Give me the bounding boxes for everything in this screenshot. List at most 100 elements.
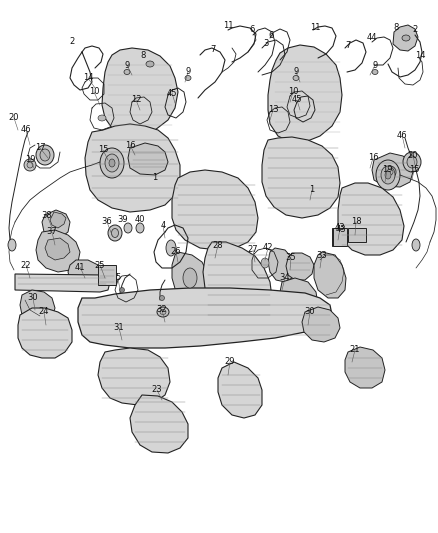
Text: 13: 13: [268, 106, 278, 115]
Text: 30: 30: [28, 294, 38, 303]
Text: 7: 7: [210, 45, 215, 54]
Ellipse shape: [109, 159, 115, 167]
Text: 30: 30: [305, 308, 315, 317]
Bar: [348, 228, 366, 242]
Polygon shape: [85, 124, 180, 212]
Text: 4: 4: [160, 221, 166, 230]
Polygon shape: [42, 210, 70, 238]
Text: 32: 32: [157, 305, 167, 314]
Ellipse shape: [159, 295, 165, 301]
Polygon shape: [393, 25, 418, 51]
Ellipse shape: [261, 258, 269, 268]
Ellipse shape: [120, 287, 124, 293]
Text: 29: 29: [225, 358, 235, 367]
Ellipse shape: [8, 239, 16, 251]
Ellipse shape: [412, 239, 420, 251]
Text: 15: 15: [409, 166, 419, 174]
Polygon shape: [372, 153, 413, 187]
Polygon shape: [172, 170, 258, 250]
Text: 25: 25: [95, 261, 105, 270]
Ellipse shape: [381, 166, 395, 184]
Text: 22: 22: [21, 261, 31, 270]
Polygon shape: [102, 48, 178, 136]
Ellipse shape: [185, 76, 191, 80]
Text: 6: 6: [268, 30, 274, 39]
Polygon shape: [262, 137, 340, 218]
Text: 10: 10: [288, 87, 298, 96]
Ellipse shape: [40, 149, 50, 161]
Text: 5: 5: [115, 273, 120, 282]
Text: 40: 40: [135, 215, 145, 224]
Ellipse shape: [376, 160, 400, 190]
Polygon shape: [18, 308, 72, 358]
Polygon shape: [280, 278, 318, 318]
Polygon shape: [302, 307, 340, 342]
Ellipse shape: [372, 69, 378, 75]
Text: 19: 19: [382, 166, 392, 174]
Text: 2: 2: [412, 26, 417, 35]
Ellipse shape: [36, 145, 54, 165]
Text: 2: 2: [69, 37, 74, 46]
Text: 37: 37: [46, 228, 57, 237]
Polygon shape: [36, 230, 80, 272]
Text: 20: 20: [408, 150, 418, 159]
Text: 26: 26: [171, 247, 181, 256]
Text: 43: 43: [336, 225, 346, 235]
Ellipse shape: [27, 162, 33, 168]
Text: 43: 43: [335, 223, 345, 232]
Ellipse shape: [385, 171, 391, 179]
Text: 46: 46: [397, 131, 407, 140]
Polygon shape: [78, 288, 332, 348]
Polygon shape: [314, 252, 346, 298]
Text: 9: 9: [185, 68, 191, 77]
Ellipse shape: [105, 154, 119, 172]
Text: 1: 1: [152, 174, 158, 182]
Ellipse shape: [166, 240, 176, 256]
Text: 34: 34: [280, 273, 290, 282]
Polygon shape: [130, 395, 188, 453]
Text: 14: 14: [83, 74, 93, 83]
Ellipse shape: [160, 310, 166, 314]
Text: 23: 23: [152, 385, 162, 394]
Polygon shape: [128, 143, 168, 175]
Polygon shape: [15, 274, 110, 292]
Text: 18: 18: [351, 217, 361, 227]
Ellipse shape: [157, 307, 169, 317]
Text: 9: 9: [372, 61, 378, 69]
Text: 8: 8: [393, 22, 399, 31]
Text: 17: 17: [35, 143, 45, 152]
Ellipse shape: [108, 225, 122, 241]
Text: 35: 35: [286, 254, 297, 262]
Text: 21: 21: [350, 345, 360, 354]
Polygon shape: [203, 242, 272, 325]
Ellipse shape: [403, 152, 421, 172]
Text: 41: 41: [75, 262, 85, 271]
Text: 24: 24: [39, 308, 49, 317]
Text: 27: 27: [247, 246, 258, 254]
Text: 10: 10: [89, 87, 99, 96]
Polygon shape: [50, 212, 66, 228]
Text: 6: 6: [249, 26, 254, 35]
Text: 15: 15: [98, 146, 108, 155]
Polygon shape: [345, 347, 385, 388]
Text: 33: 33: [317, 251, 327, 260]
Polygon shape: [172, 252, 210, 302]
Text: 7: 7: [345, 41, 351, 50]
Polygon shape: [68, 260, 100, 285]
Text: 46: 46: [21, 125, 31, 134]
Polygon shape: [218, 362, 262, 418]
Text: 28: 28: [213, 240, 223, 249]
Ellipse shape: [136, 223, 144, 233]
Text: 1: 1: [309, 185, 314, 195]
Text: 11: 11: [223, 20, 233, 29]
Bar: [333, 228, 347, 246]
Polygon shape: [45, 238, 70, 260]
Ellipse shape: [387, 169, 393, 175]
Polygon shape: [268, 248, 295, 282]
Ellipse shape: [112, 229, 119, 238]
Ellipse shape: [124, 69, 130, 75]
Text: 20: 20: [9, 114, 19, 123]
Text: 42: 42: [263, 244, 273, 253]
Text: 31: 31: [114, 324, 124, 333]
Ellipse shape: [24, 159, 36, 171]
